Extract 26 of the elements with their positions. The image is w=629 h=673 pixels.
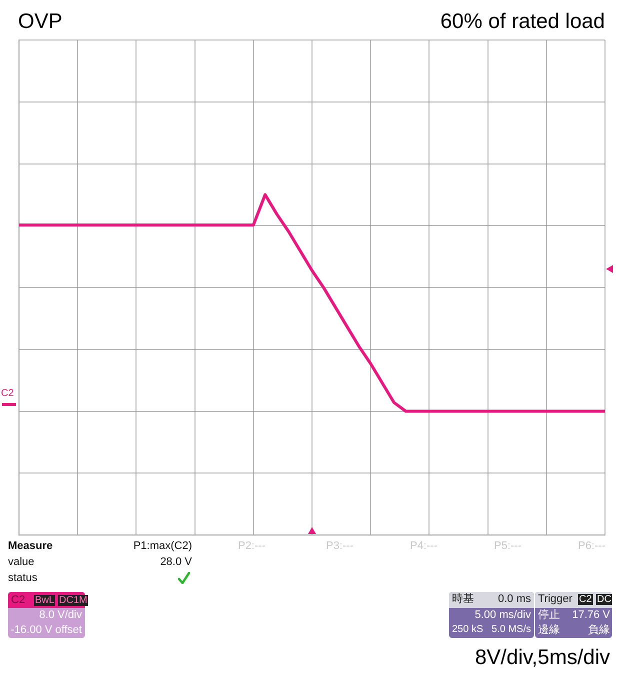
text: 60% of rated load bbox=[439, 10, 605, 34]
text: 28.0 V bbox=[159, 556, 192, 568]
text: value bbox=[8, 556, 34, 568]
text: C2 bbox=[11, 594, 26, 606]
text: -16.00 V offset bbox=[10, 624, 82, 636]
chart-title: OVP bbox=[18, 10, 62, 34]
text: 邊緣 bbox=[538, 624, 560, 636]
text: 0.0 ms bbox=[496, 593, 531, 606]
text: 8V/div,5ms/div bbox=[474, 646, 610, 670]
text: Measure bbox=[8, 540, 53, 552]
text: C2 bbox=[1, 388, 14, 399]
text: C2 bbox=[578, 594, 593, 605]
text: 時基 bbox=[452, 593, 474, 606]
text: 250 kS bbox=[452, 624, 484, 635]
text: status bbox=[8, 572, 38, 584]
text: 5.00 ms/div bbox=[474, 609, 531, 622]
text: DC bbox=[596, 594, 612, 605]
text: Trigger bbox=[538, 593, 572, 606]
text: 負緣 bbox=[587, 624, 610, 636]
text: 8.0 V/div bbox=[38, 609, 82, 622]
text: DC1M bbox=[58, 595, 88, 606]
text: 5.0 MS/s bbox=[492, 624, 531, 635]
text: BwL bbox=[34, 595, 56, 606]
text: P1:max(C2) bbox=[132, 540, 192, 552]
text: 停止 bbox=[538, 609, 560, 622]
text: 17.76 V bbox=[571, 609, 610, 622]
